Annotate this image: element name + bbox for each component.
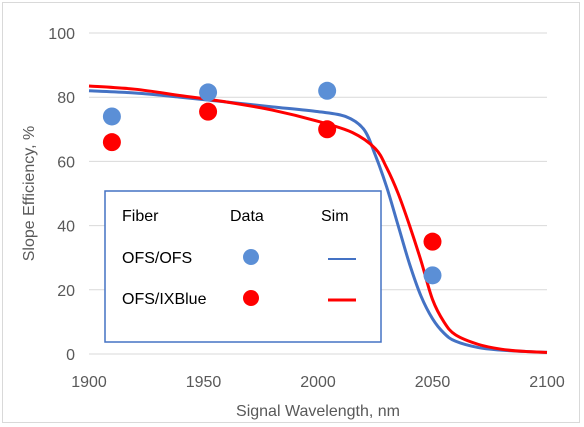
x-tick-label: 1900 — [71, 374, 107, 391]
x-tick-label: 2100 — [529, 374, 565, 391]
legend-marker — [243, 290, 259, 306]
data-point-ofs-ofs — [423, 266, 442, 285]
x-tick-label: 2050 — [415, 374, 451, 391]
data-point-ofs-ixblue — [199, 102, 218, 121]
data-point-ofs-ofs — [102, 107, 121, 126]
legend-header: Sim — [321, 208, 349, 225]
y-tick-label: 0 — [66, 347, 75, 364]
data-points — [102, 81, 442, 285]
y-tick-label: 100 — [48, 26, 75, 43]
legend-header: Fiber — [122, 208, 159, 225]
axes: 0 20 40 60 80 100 1900 1950 2000 2050 2100 — [48, 26, 565, 391]
legend-header: Data — [230, 208, 264, 225]
x-tick-label: 2000 — [300, 374, 336, 391]
data-point-ofs-ofs — [199, 83, 218, 102]
data-point-ofs-ixblue — [102, 133, 121, 152]
legend-label: OFS/OFS — [122, 250, 192, 267]
data-point-ofs-ixblue — [423, 232, 442, 251]
x-axis-title: Signal Wavelength, nm — [236, 403, 400, 420]
data-point-ofs-ofs — [318, 81, 337, 100]
y-tick-label: 40 — [57, 219, 75, 236]
legend: Fiber Data Sim OFS/OFS OFS/IXBlue — [104, 190, 382, 343]
y-tick-label: 80 — [57, 90, 75, 107]
legend-box — [104, 190, 382, 343]
sim-line-ofs-ixblue — [88, 84, 548, 354]
data-point-ofs-ixblue — [318, 120, 337, 139]
legend-label: OFS/IXBlue — [122, 291, 207, 308]
simulation-lines — [88, 84, 548, 354]
x-tick-label: 1950 — [186, 374, 222, 391]
y-axis-title: Slope Efficiency, % — [21, 126, 38, 261]
y-tick-label: 60 — [57, 154, 75, 171]
y-tick-label: 20 — [57, 283, 75, 300]
legend-marker — [243, 249, 259, 265]
